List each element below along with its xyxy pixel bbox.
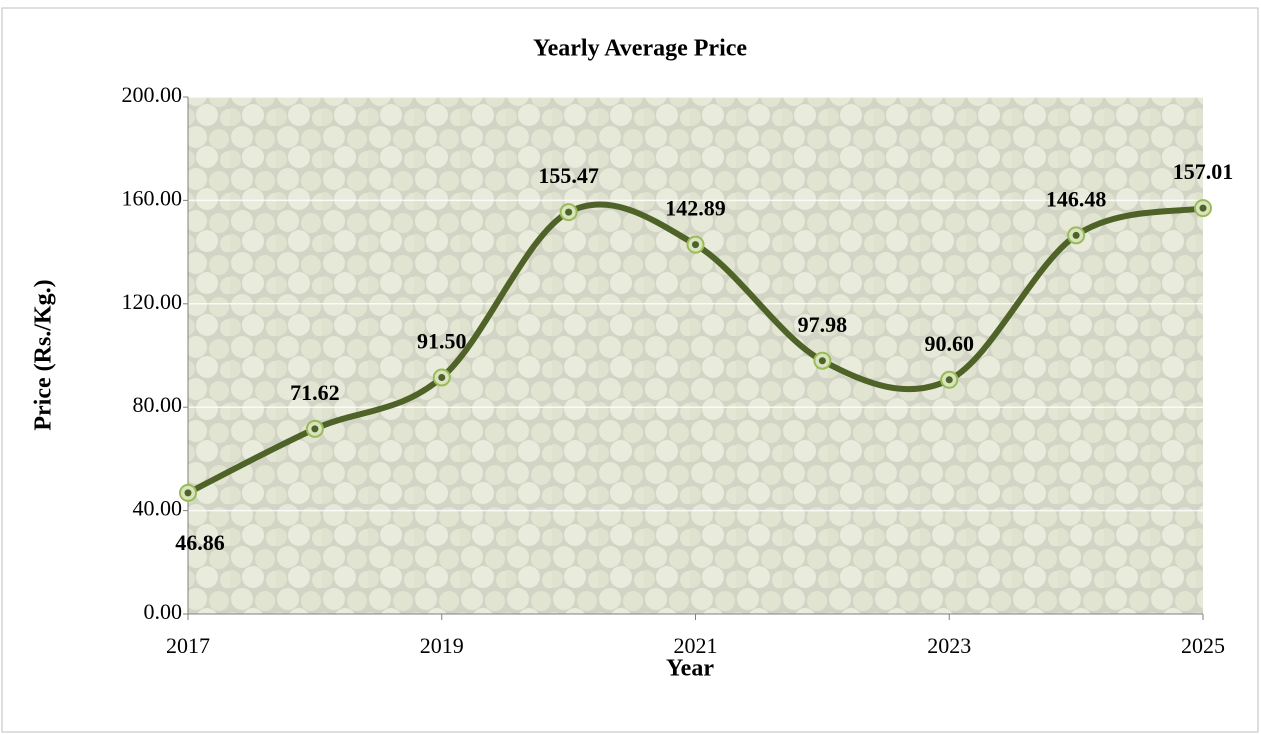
data-label: 71.62 xyxy=(290,380,340,405)
y-tick-label: 200.00 xyxy=(122,82,183,107)
data-label: 155.47 xyxy=(538,163,599,188)
y-tick-label: 160.00 xyxy=(122,185,183,210)
y-tick-label: 120.00 xyxy=(122,289,183,314)
data-point-core xyxy=(945,376,953,384)
data-label: 91.50 xyxy=(417,329,467,354)
data-point-core xyxy=(438,373,446,381)
data-label: 146.48 xyxy=(1046,186,1107,211)
x-tick-label: 2023 xyxy=(927,633,971,658)
x-tick-label: 2019 xyxy=(420,633,464,658)
y-axis-title: Price (Rs./Kg.) xyxy=(31,279,57,430)
y-tick-label: 80.00 xyxy=(133,392,183,417)
data-label: 46.86 xyxy=(175,530,225,555)
data-label: 97.98 xyxy=(798,312,848,337)
data-label: 157.01 xyxy=(1173,159,1234,184)
plot-area xyxy=(188,97,1203,614)
data-point-core xyxy=(1199,204,1207,212)
x-tick-label: 2025 xyxy=(1181,633,1225,658)
data-point-core xyxy=(1072,231,1080,239)
data-point-core xyxy=(311,425,319,433)
chart-title: Yearly Average Price xyxy=(533,36,747,62)
y-tick-label: 0.00 xyxy=(144,599,183,624)
data-point-core xyxy=(818,357,826,365)
x-axis-title: Year xyxy=(666,656,714,682)
data-label: 90.60 xyxy=(925,331,975,356)
x-tick-label: 2021 xyxy=(674,633,718,658)
data-point-core xyxy=(184,489,192,497)
y-tick-label: 40.00 xyxy=(133,496,183,521)
data-label: 142.89 xyxy=(665,196,726,221)
data-point-core xyxy=(565,208,573,216)
x-tick-label: 2017 xyxy=(166,633,210,658)
data-point-core xyxy=(692,241,699,249)
